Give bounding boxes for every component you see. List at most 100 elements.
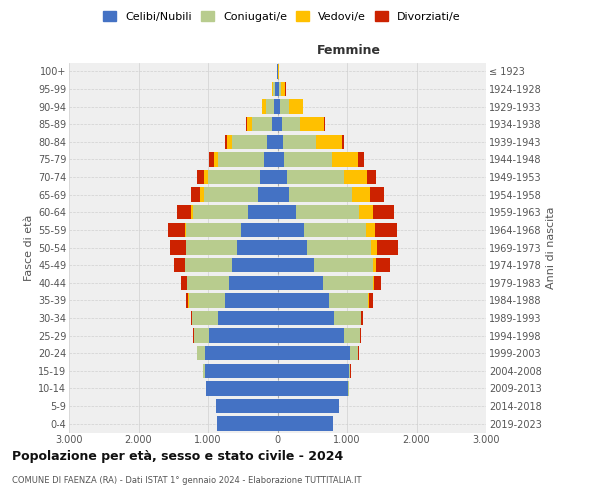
Bar xyxy=(224,293,277,308)
Bar xyxy=(277,293,329,308)
Bar xyxy=(204,170,208,184)
Bar xyxy=(194,328,209,343)
Bar xyxy=(278,64,279,78)
Bar xyxy=(277,100,280,114)
Bar xyxy=(344,328,359,343)
Bar xyxy=(277,152,284,166)
Bar xyxy=(177,205,191,220)
Bar xyxy=(374,276,381,290)
Bar xyxy=(181,276,187,290)
Bar xyxy=(232,258,277,272)
Bar xyxy=(274,100,277,114)
Bar xyxy=(188,293,224,308)
Bar xyxy=(368,293,373,308)
Bar xyxy=(262,100,266,114)
Bar xyxy=(296,205,359,220)
Bar xyxy=(307,240,371,254)
Bar xyxy=(217,416,277,431)
Bar xyxy=(253,117,272,132)
Bar xyxy=(358,152,364,166)
Bar xyxy=(370,188,384,202)
Bar xyxy=(289,188,352,202)
Bar xyxy=(266,100,274,114)
Bar xyxy=(323,276,373,290)
Bar xyxy=(277,82,279,96)
Text: Femmine: Femmine xyxy=(316,44,380,57)
Bar xyxy=(281,82,286,96)
Bar xyxy=(371,240,377,254)
Bar xyxy=(277,258,314,272)
Bar xyxy=(375,222,397,237)
Bar xyxy=(277,328,344,343)
Bar xyxy=(277,399,338,413)
Bar xyxy=(246,117,247,132)
Bar xyxy=(349,364,350,378)
Bar xyxy=(206,381,277,396)
Bar xyxy=(277,240,307,254)
Bar xyxy=(191,205,193,220)
Bar xyxy=(237,240,277,254)
Bar xyxy=(185,222,187,237)
Bar xyxy=(304,222,367,237)
Bar xyxy=(281,117,300,132)
Bar xyxy=(373,276,374,290)
Bar xyxy=(197,170,204,184)
Bar xyxy=(174,258,185,272)
Bar xyxy=(277,416,333,431)
Bar xyxy=(229,276,277,290)
Bar xyxy=(208,170,260,184)
Bar xyxy=(197,346,205,360)
Bar xyxy=(272,117,277,132)
Bar xyxy=(226,134,227,149)
Bar xyxy=(241,222,277,237)
Bar xyxy=(186,240,187,254)
Bar xyxy=(277,381,349,396)
Bar xyxy=(360,328,361,343)
Bar xyxy=(377,240,398,254)
Bar xyxy=(367,170,376,184)
Bar xyxy=(300,117,324,132)
Bar xyxy=(185,293,188,308)
Bar xyxy=(227,134,232,149)
Legend: Celibi/Nubili, Coniugati/e, Vedovi/e, Divorziati/e: Celibi/Nubili, Coniugati/e, Vedovi/e, Di… xyxy=(100,8,464,25)
Bar xyxy=(361,311,363,325)
Bar xyxy=(289,100,302,114)
Bar xyxy=(314,258,373,272)
Text: Popolazione per età, sesso e stato civile - 2024: Popolazione per età, sesso e stato civil… xyxy=(12,450,343,463)
Bar xyxy=(277,364,349,378)
Bar xyxy=(217,399,277,413)
Bar xyxy=(187,222,241,237)
Bar xyxy=(272,82,274,96)
Bar xyxy=(373,205,394,220)
Bar xyxy=(203,364,205,378)
Bar xyxy=(187,276,229,290)
Bar xyxy=(204,188,258,202)
Y-axis label: Fasce di età: Fasce di età xyxy=(23,214,34,280)
Bar xyxy=(277,134,283,149)
Bar xyxy=(205,346,277,360)
Bar xyxy=(191,188,200,202)
Bar xyxy=(287,170,344,184)
Bar xyxy=(277,276,323,290)
Bar xyxy=(214,152,218,166)
Bar xyxy=(350,346,358,360)
Bar xyxy=(170,240,186,254)
Bar xyxy=(185,258,232,272)
Bar xyxy=(191,311,192,325)
Bar xyxy=(218,152,263,166)
Bar xyxy=(258,188,277,202)
Bar xyxy=(263,152,277,166)
Bar xyxy=(277,222,304,237)
Bar xyxy=(316,134,342,149)
Bar xyxy=(218,311,277,325)
Bar xyxy=(277,311,334,325)
Bar xyxy=(359,205,373,220)
Bar xyxy=(279,82,281,96)
Bar xyxy=(352,188,370,202)
Bar xyxy=(275,82,277,96)
Bar xyxy=(193,328,194,343)
Bar xyxy=(247,117,253,132)
Bar xyxy=(277,117,281,132)
Bar xyxy=(209,328,277,343)
Bar xyxy=(342,134,344,149)
